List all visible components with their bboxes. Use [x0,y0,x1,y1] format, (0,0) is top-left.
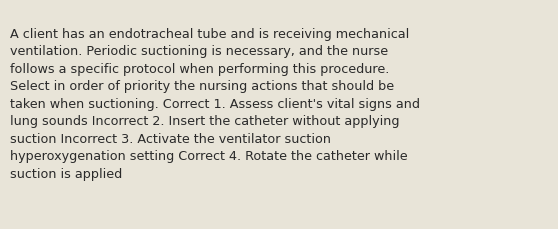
Text: A client has an endotracheal tube and is receiving mechanical
ventilation. Perio: A client has an endotracheal tube and is… [10,27,420,180]
